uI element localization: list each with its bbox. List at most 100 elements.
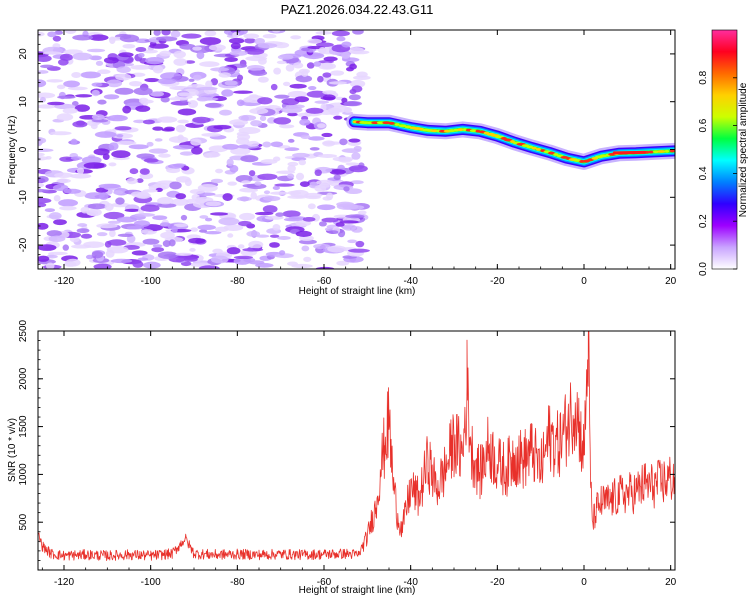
snr-y-axis-label: SNR (10 * v/v) xyxy=(7,418,18,482)
spectrogram-noise-cell xyxy=(229,164,239,173)
spectrogram-noise-cell xyxy=(191,146,203,155)
spectrogram-noise-cell xyxy=(329,169,346,175)
spectrogram-noise-cell xyxy=(110,202,130,208)
spectrogram-noise-cell xyxy=(244,48,265,55)
spectrogram-noise-cell xyxy=(341,41,352,48)
spectrogram-noise-cell xyxy=(190,227,199,232)
spectrogram-noise-cell xyxy=(152,244,163,248)
spectrogram-noise-cell xyxy=(246,64,265,71)
snr-x-tick-label: -120 xyxy=(54,577,74,588)
spectrogram-x-tick-label: 20 xyxy=(665,276,677,287)
spectrogram-noise-cell xyxy=(142,238,160,245)
spectrogram-noise-cell xyxy=(219,109,232,116)
spectrogram-noise-cell xyxy=(122,105,132,114)
spectrogram-noise-cell xyxy=(117,233,134,238)
spectrogram-noise-cell xyxy=(103,211,125,220)
spectrogram-noise-cell xyxy=(109,229,116,238)
spectrogram-noise-cell xyxy=(315,266,335,269)
spectrogram-noise-cell xyxy=(90,123,98,130)
spectrogram-noise-cell xyxy=(307,136,325,141)
spectrogram-noise-cell xyxy=(136,178,144,183)
spectrogram-noise-cell xyxy=(154,138,163,142)
spectrogram-noise-cell xyxy=(159,50,172,57)
spectrogram-noise-cell xyxy=(54,172,74,178)
spectrogram-noise-cell xyxy=(62,244,69,251)
spectrogram-noise-cell xyxy=(287,261,298,266)
spectrogram-noise-cell xyxy=(87,203,107,210)
spectrogram-noise-cell xyxy=(173,223,188,228)
spectrogram-x-tick-label: 0 xyxy=(581,276,587,287)
snr-y-tick-label: 1000 xyxy=(18,463,29,486)
spectrogram-ridge-peak xyxy=(394,123,400,126)
spectrogram-noise-cell xyxy=(270,83,278,91)
spectrogram-noise-cell xyxy=(248,94,259,99)
spectrogram-noise-cell xyxy=(103,57,119,64)
spectrogram-noise-cell xyxy=(196,51,205,60)
spectrogram-noise-cell xyxy=(54,30,63,35)
spectrogram-noise-cell xyxy=(305,107,324,114)
spectrogram-noise-cell xyxy=(144,77,160,83)
spectrogram-noise-cell xyxy=(321,132,333,138)
spectrogram-noise-cell xyxy=(321,62,334,69)
spectrogram-noise-cell xyxy=(243,33,260,39)
spectrogram-noise-cell xyxy=(321,141,343,145)
spectrogram-noise-cell xyxy=(47,101,65,106)
spectrogram-noise-cell xyxy=(199,37,222,46)
spectrogram-noise-cell xyxy=(157,251,178,260)
spectrogram-noise-cell xyxy=(322,90,337,95)
snr-x-tick-label: -40 xyxy=(403,577,418,588)
spectrogram-noise-cell xyxy=(192,116,211,124)
spectrogram-noise-cell xyxy=(192,74,202,81)
spectrogram-noise-cell xyxy=(347,239,358,244)
spectrogram-noise-cell xyxy=(199,61,220,68)
spectrogram-noise-cell xyxy=(196,96,209,102)
spectrogram-noise-cell xyxy=(299,181,310,187)
spectrogram-noise-cell xyxy=(204,231,222,235)
spectrogram-noise-cell xyxy=(302,216,316,222)
spectrogram-noise-cell xyxy=(173,58,188,66)
spectrogram-noise-cell xyxy=(352,30,364,35)
spectrogram-noise-cell xyxy=(238,30,248,35)
spectrogram-noise-cell xyxy=(230,42,241,50)
spectrogram-noise-cell xyxy=(257,76,269,83)
spectrogram-noise-cell xyxy=(187,100,199,109)
spectrogram-noise-cell xyxy=(38,222,49,230)
spectrogram-noise-cell xyxy=(290,35,302,40)
spectrogram-noise-cell xyxy=(38,104,57,109)
spectrogram-noise-cell xyxy=(316,123,326,129)
spectrogram-noise-cell xyxy=(226,158,234,167)
spectrogram-noise-cell xyxy=(301,245,310,252)
spectrogram-noise-cell xyxy=(38,202,47,208)
spectrogram-noise-cell xyxy=(292,152,310,158)
spectrogram-noise-cell xyxy=(294,96,310,103)
spectrogram-noise-cell xyxy=(77,223,88,227)
spectrogram-noise-cell xyxy=(357,210,367,215)
spectrogram-noise-cell xyxy=(272,185,280,190)
spectrogram-noise-cell xyxy=(87,48,106,53)
spectrogram-noise-cell xyxy=(132,260,144,268)
spectrogram-noise-cell xyxy=(103,94,120,100)
spectrogram-noise-cell xyxy=(276,60,287,65)
spectrogram-noise-cell xyxy=(236,99,245,107)
spectrogram-noise-cell xyxy=(336,260,349,266)
spectrogram-noise-cell xyxy=(97,99,107,105)
spectrogram-ridge-peak xyxy=(382,121,391,125)
spectrogram-ridge-peak xyxy=(648,150,654,154)
spectrogram-noise-cell xyxy=(327,230,339,235)
spectrogram-noise-cell xyxy=(348,138,361,143)
spectrogram-noise-cell xyxy=(339,138,348,146)
spectrogram-noise-cell xyxy=(198,229,208,233)
spectrogram-noise-cell xyxy=(89,55,102,61)
spectrogram-noise-cell xyxy=(146,141,154,147)
spectrogram-noise-cell xyxy=(56,113,74,121)
spectrogram-noise-cell xyxy=(327,107,342,114)
spectrogram-noise-cell xyxy=(114,141,137,145)
spectrogram-noise-cell xyxy=(196,86,218,91)
spectrogram-noise-cell xyxy=(248,170,256,177)
snr-series-line xyxy=(38,331,675,561)
spectrogram-noise-cell xyxy=(259,115,267,122)
spectrogram-noise-cell xyxy=(56,84,66,90)
spectrogram-noise-cell xyxy=(98,183,121,189)
spectrogram-noise-cell xyxy=(295,75,313,83)
spectrogram-noise-cell xyxy=(108,36,116,44)
